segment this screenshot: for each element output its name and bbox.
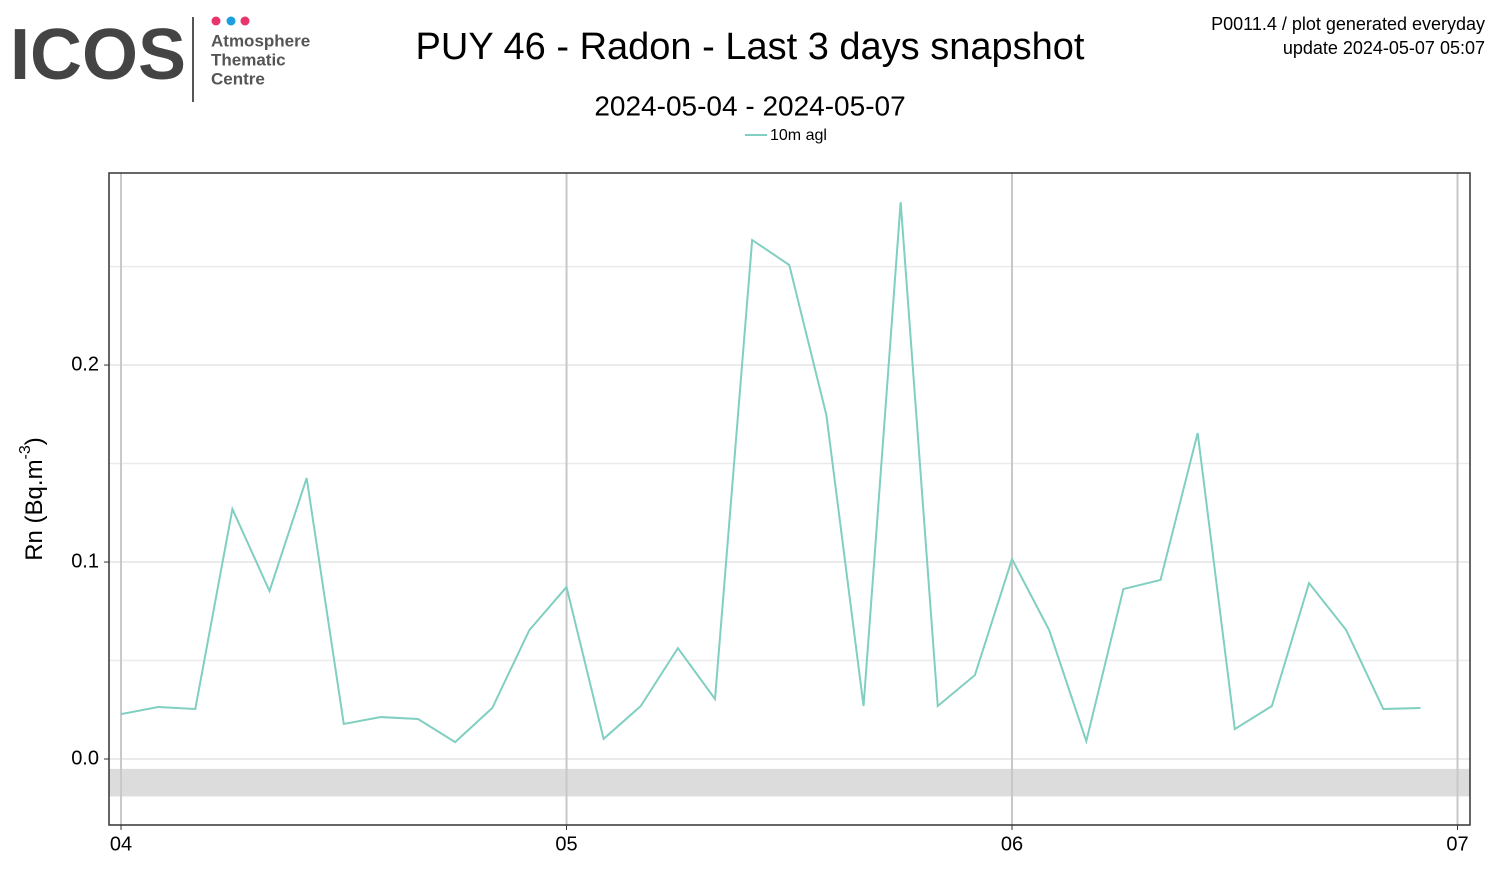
y-axis-label-part: Rn (Bq.m: [21, 459, 48, 560]
plot-frame: [108, 172, 1471, 826]
annotation: P0011.4 / plot generated everyday: [1211, 14, 1485, 34]
legend-label: 10m agl: [770, 127, 827, 144]
logo-text: Thematic: [211, 50, 286, 69]
logo-dot: [240, 16, 250, 26]
y-axis-label: Rn (Bq.m-3): [17, 437, 48, 561]
data-line: [120, 202, 1421, 745]
x-tick-label: 04: [110, 833, 132, 855]
chart-title: PUY 46 - Radon - Last 3 days snapshot: [416, 26, 1085, 68]
x-tick-label: 05: [555, 833, 577, 855]
annotation: update 2024-05-07 05:07: [1283, 38, 1485, 58]
logo-dot: [211, 16, 221, 26]
logo-dot: [226, 16, 236, 26]
y-axis-label-part: ): [21, 437, 48, 445]
y-axis-label-sup: -3: [17, 445, 34, 459]
logo-name: ICOS: [10, 15, 186, 95]
chart-subtitle: 2024-05-04 - 2024-05-07: [594, 90, 905, 121]
y-tick-label: 0.1: [71, 550, 99, 572]
logo-text: Atmosphere: [211, 31, 310, 50]
x-tick-label: 06: [1001, 833, 1023, 855]
logo-text: Centre: [211, 69, 265, 88]
y-tick-label: 0.0: [71, 747, 99, 769]
shaded-band: [109, 768, 1470, 797]
x-tick-label: 07: [1446, 833, 1468, 855]
y-tick-label: 0.2: [71, 353, 99, 375]
